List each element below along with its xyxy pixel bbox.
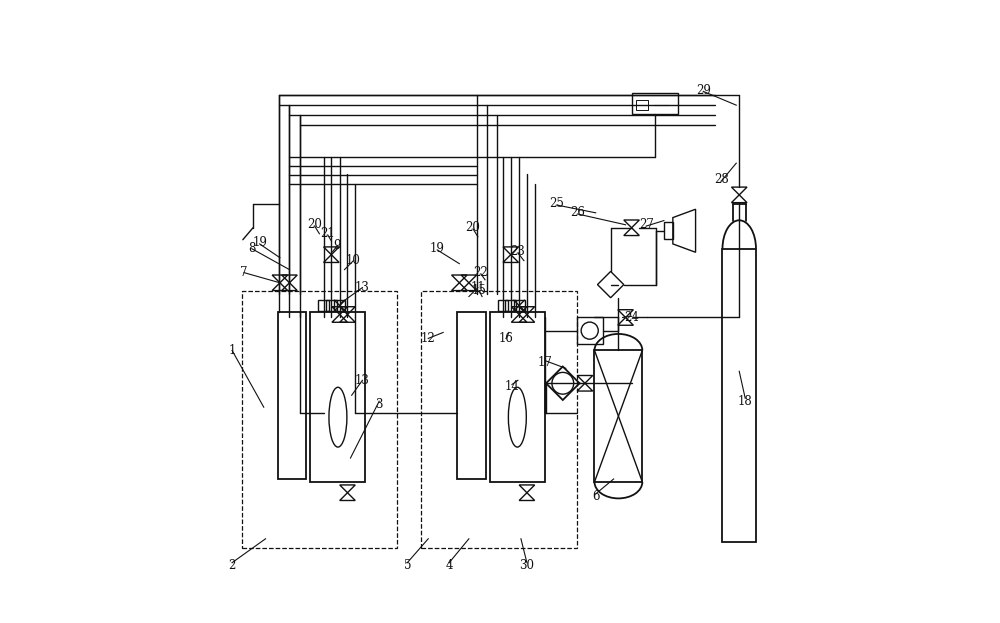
Text: 18: 18	[738, 395, 753, 407]
Text: 19: 19	[252, 236, 267, 249]
Text: 14: 14	[505, 380, 519, 392]
Text: 4: 4	[445, 559, 453, 572]
Text: 9: 9	[334, 239, 341, 252]
Bar	[594, 350, 642, 482]
Text: 7: 7	[240, 266, 248, 279]
Text: 24: 24	[624, 311, 639, 324]
Text: 28: 28	[714, 173, 729, 186]
Text: 5: 5	[404, 559, 411, 572]
Bar	[326, 300, 337, 311]
Text: 16: 16	[499, 332, 513, 345]
Bar	[498, 300, 508, 311]
Text: 1: 1	[228, 344, 236, 357]
Text: 26: 26	[570, 206, 585, 219]
Bar	[278, 312, 306, 479]
Text: 17: 17	[537, 356, 552, 369]
Bar	[310, 312, 365, 482]
Bar	[632, 93, 678, 114]
Text: 27: 27	[639, 218, 654, 231]
Text: 2: 2	[228, 559, 236, 572]
Bar	[242, 290, 397, 548]
Bar	[421, 290, 577, 548]
Bar	[577, 318, 603, 344]
Text: 8: 8	[248, 242, 255, 255]
Text: 22: 22	[473, 266, 488, 279]
Bar	[318, 300, 329, 311]
Bar	[664, 222, 673, 239]
Text: 19: 19	[430, 242, 445, 255]
Bar	[490, 312, 545, 482]
Text: 11: 11	[470, 281, 485, 294]
Bar	[457, 312, 486, 479]
Text: 20: 20	[307, 218, 322, 231]
Bar	[514, 300, 525, 311]
Text: 10: 10	[346, 254, 361, 267]
Bar	[334, 300, 345, 311]
Text: 20: 20	[466, 221, 481, 234]
Text: 13: 13	[355, 374, 370, 387]
Bar	[505, 300, 516, 311]
Text: 13: 13	[355, 281, 370, 294]
Text: 3: 3	[375, 397, 383, 411]
Text: 15: 15	[472, 284, 487, 297]
Text: 12: 12	[421, 332, 436, 345]
Text: 23: 23	[511, 245, 525, 258]
Text: 29: 29	[696, 83, 711, 97]
Text: 25: 25	[549, 197, 564, 211]
Bar	[722, 249, 756, 542]
Text: 6: 6	[592, 490, 599, 503]
Text: 30: 30	[519, 559, 534, 572]
Bar	[636, 100, 648, 110]
Text: 21: 21	[320, 227, 335, 240]
